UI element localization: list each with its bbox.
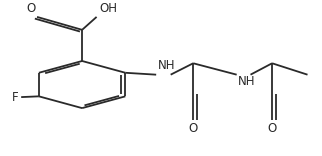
Text: OH: OH xyxy=(100,2,118,15)
Text: F: F xyxy=(12,91,19,104)
Text: NH: NH xyxy=(158,59,175,72)
Text: NH: NH xyxy=(238,76,256,88)
Text: O: O xyxy=(268,122,277,135)
Text: O: O xyxy=(26,2,35,15)
Text: O: O xyxy=(189,122,198,135)
